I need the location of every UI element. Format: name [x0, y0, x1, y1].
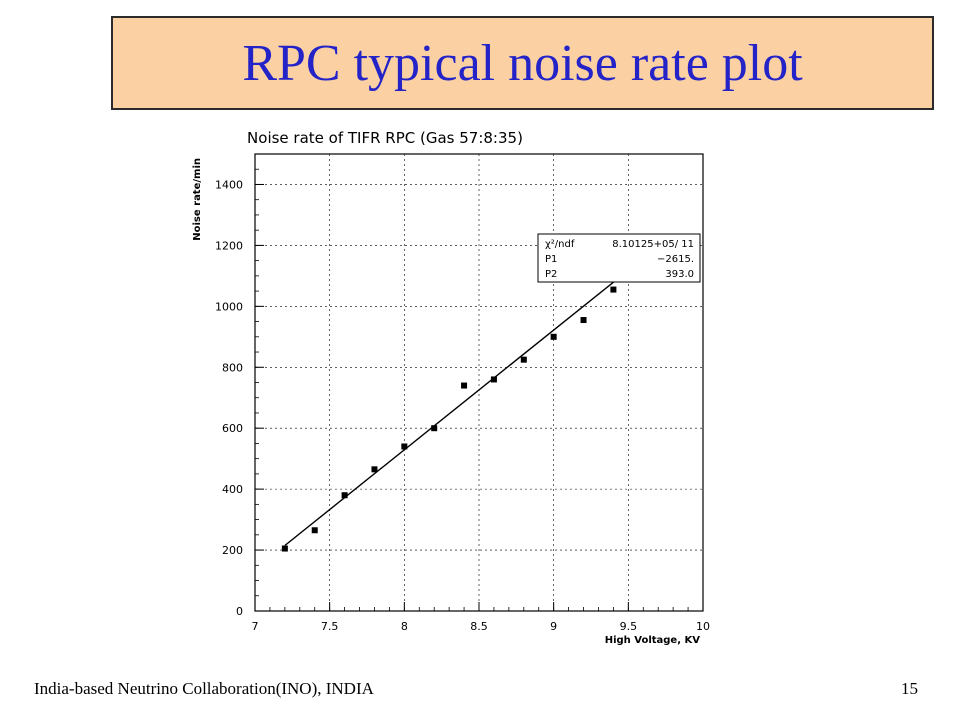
stats-box: χ²/ndf 8.10125+05/ 11 P1 −2615. P2 393.0 [537, 233, 701, 283]
data-point [371, 466, 378, 473]
y-tick-label: 1400 [215, 178, 243, 191]
stats-label: χ²/ndf [545, 239, 575, 250]
data-point [431, 425, 438, 432]
x-tick-label: 8 [401, 620, 408, 633]
stats-value: 393.0 [665, 269, 694, 280]
x-tick-label: 8.5 [470, 620, 488, 633]
x-tick-label: 7 [252, 620, 259, 633]
y-tick-label: 600 [222, 422, 243, 435]
data-point [610, 286, 617, 293]
chart-title: Noise rate of TIFR RPC (Gas 57:8:35) [247, 129, 523, 147]
data-point [490, 376, 497, 383]
title-box: RPC typical noise rate plot [111, 16, 934, 110]
stats-box-frame [537, 233, 701, 283]
y-tick-label: 400 [222, 483, 243, 496]
y-tick-label: 200 [222, 544, 243, 557]
stats-label: P2 [545, 269, 557, 280]
plot-frame [254, 153, 704, 612]
slide-title: RPC typical noise rate plot [242, 35, 803, 92]
x-tick-label: 7.5 [321, 620, 339, 633]
stats-value: 8.10125+05/ 11 [612, 239, 694, 250]
x-axis-label: High Voltage, KV [605, 635, 701, 646]
y-axis-label: Noise rate/min [192, 158, 203, 241]
data-point [401, 443, 408, 450]
tick-labels: 7 7.5 8 8.5 9 9.5 10 0 200 400 600 800 1000 1200 1400 [215, 178, 710, 633]
x-tick-label: 10 [696, 620, 710, 633]
y-tick-label: 800 [222, 361, 243, 374]
stats-label: P1 [545, 254, 557, 265]
y-tick-label: 1000 [215, 300, 243, 313]
data-point [281, 545, 288, 552]
stats-value: −2615. [657, 254, 694, 265]
data-point [461, 382, 468, 389]
page-number: 15 [901, 679, 918, 698]
x-tick-label: 9.5 [620, 620, 638, 633]
x-tick-label: 9 [550, 620, 557, 633]
data-point [520, 356, 527, 363]
footer-organization: India-based Neutrino Collaboration(INO),… [34, 679, 374, 698]
data-point [311, 527, 318, 534]
grid-lines [254, 153, 704, 612]
data-point [341, 492, 348, 499]
fit-line [284, 263, 637, 547]
data-point [550, 333, 557, 340]
y-tick-label: 0 [236, 605, 243, 618]
data-points [281, 240, 647, 552]
data-point [580, 317, 587, 324]
y-tick-label: 1200 [215, 239, 243, 252]
noise-rate-chart: Noise rate of TIFR RPC (Gas 57:8:35) 7 7.… [192, 129, 710, 646]
